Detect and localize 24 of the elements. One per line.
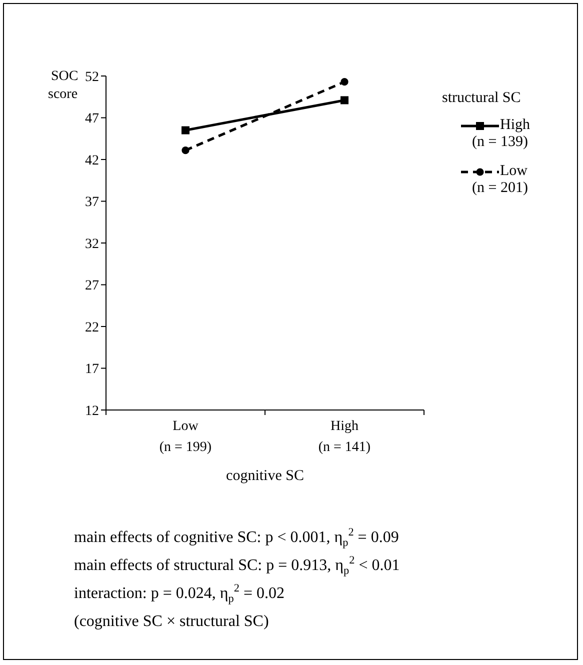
y-tick-label: 12: [85, 404, 99, 419]
x-axis-title: cognitive SC: [226, 468, 304, 484]
legend-label: High (n = 139): [471, 117, 531, 151]
point: [182, 146, 190, 154]
text: main effects of structural SC: p = 0.913, η$_{p}$$^{2}$ < 0.01: [74, 554, 400, 580]
y-tick-label: 42: [85, 153, 99, 168]
y-tick-label: 47: [85, 112, 99, 127]
y-tick-label: 27: [85, 278, 99, 294]
y-tick-label: 22: [85, 320, 99, 336]
point: [340, 78, 348, 86]
legend-label: Low (n = 201): [471, 163, 529, 197]
legend-title: structural SC: [442, 90, 522, 107]
text: interaction: p = 0.024, η$_{p}$$^{2}$ = 0.02: [74, 582, 286, 608]
text: main effects of cognitive SC: p < 0.001, η$_{p}$$^{2}$ = 0.09: [74, 526, 400, 552]
y-tick-label: 37: [85, 195, 99, 210]
y-tick-label: 32: [85, 236, 99, 252]
point: [340, 96, 348, 104]
text: (cognitive SC × structural SC): [74, 612, 270, 632]
x-tick-label: Low (n = 199): [159, 419, 212, 455]
y-tick-label: 52: [85, 70, 99, 85]
point: [182, 126, 190, 134]
y-axis-title: SOC score: [48, 69, 78, 102]
x-tick-label: High (n = 141): [318, 419, 371, 455]
y-tick-label: 17: [85, 362, 99, 378]
